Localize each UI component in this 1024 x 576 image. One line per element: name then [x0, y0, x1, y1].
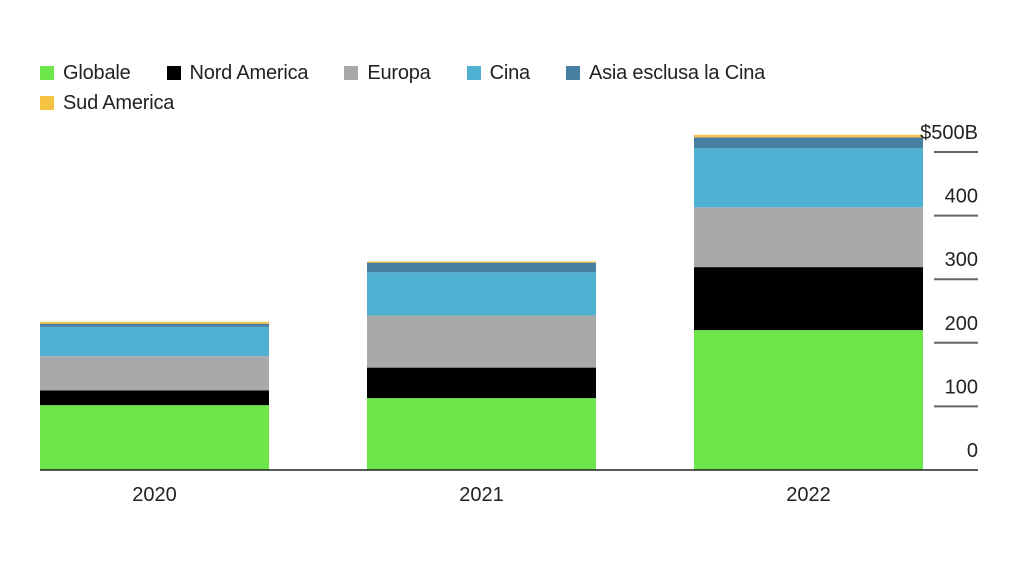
legend-swatch-sud-america [40, 96, 54, 110]
legend-label-globale: Globale [63, 61, 131, 84]
bar-2021-nord-america [367, 367, 596, 399]
legend-row-2: Sud America [40, 88, 940, 118]
bar-2020-asia-esclusa-la-cina [40, 323, 269, 327]
legend-item-nord-america: Nord America [166, 61, 309, 85]
legend-label-sud-america: Sud America [63, 91, 175, 114]
y-tick-label-200: 200 [945, 313, 978, 335]
y-tick-label-300: 300 [945, 249, 978, 271]
legend-swatch-asia-esclusa-la-cina [565, 66, 580, 80]
bar-2021-asia-esclusa-la-cina [367, 262, 596, 273]
y-tick-label-500b: $500B [920, 122, 978, 144]
legend-item-asia-esclusa-la-cina: Asia esclusa la Cina [565, 61, 766, 85]
bars-layer [40, 134, 923, 470]
legend-swatch-europa [344, 66, 359, 80]
legend-item-globale: Globale [40, 62, 131, 85]
legend-label-nord-america: Nord America [189, 61, 309, 84]
bar-2020-globale [40, 405, 269, 470]
legend-label-asia-esclusa-la-cina: Asia esclusa la Cina [588, 61, 766, 84]
bar-2020-nord-america [40, 390, 269, 406]
legend-item-cina: Cina [466, 61, 531, 85]
bar-2021-europa [367, 315, 596, 368]
x-tick-label-2021: 2021 [459, 484, 504, 506]
x-axis: 2020 2021 2022 [132, 484, 831, 506]
x-tick-label-2020: 2020 [132, 484, 177, 506]
legend-swatch-nord-america [166, 66, 181, 80]
bar-2022-nord-america [694, 267, 923, 331]
bar-2021-globale [367, 398, 596, 470]
legend-swatch-cina [466, 66, 481, 80]
bar-2022-globale [694, 330, 923, 470]
bar-2022-europa [694, 207, 923, 268]
legend: Globale Nord America Europa Cina Asia es… [40, 58, 940, 118]
legend-item-europa: Europa [344, 61, 431, 85]
x-tick-label-2022: 2022 [786, 484, 831, 506]
y-tick-label-0: 0 [967, 440, 978, 462]
bar-2020-cina [40, 326, 269, 357]
legend-item-sud-america: Sud America [40, 92, 174, 115]
bar-2021-cina [367, 272, 596, 316]
bar-2020-sud-america [40, 321, 269, 324]
legend-label-cina: Cina [489, 61, 531, 84]
bar-2020-europa [40, 356, 269, 391]
bar-2022-cina [694, 148, 923, 208]
legend-label-europa: Europa [367, 61, 431, 84]
bar-2022-asia-esclusa-la-cina [694, 137, 923, 149]
bar-2021-sud-america [367, 261, 596, 263]
y-axis: 0 100 200 300 400 $500B [920, 122, 978, 462]
legend-swatch-globale [40, 66, 54, 80]
bar-2022-sud-america [694, 134, 923, 138]
y-tick-label-400: 400 [945, 186, 978, 208]
y-tick-label-100: 100 [945, 376, 978, 398]
legend-row-1: Globale Nord America Europa Cina Asia es… [40, 58, 940, 88]
